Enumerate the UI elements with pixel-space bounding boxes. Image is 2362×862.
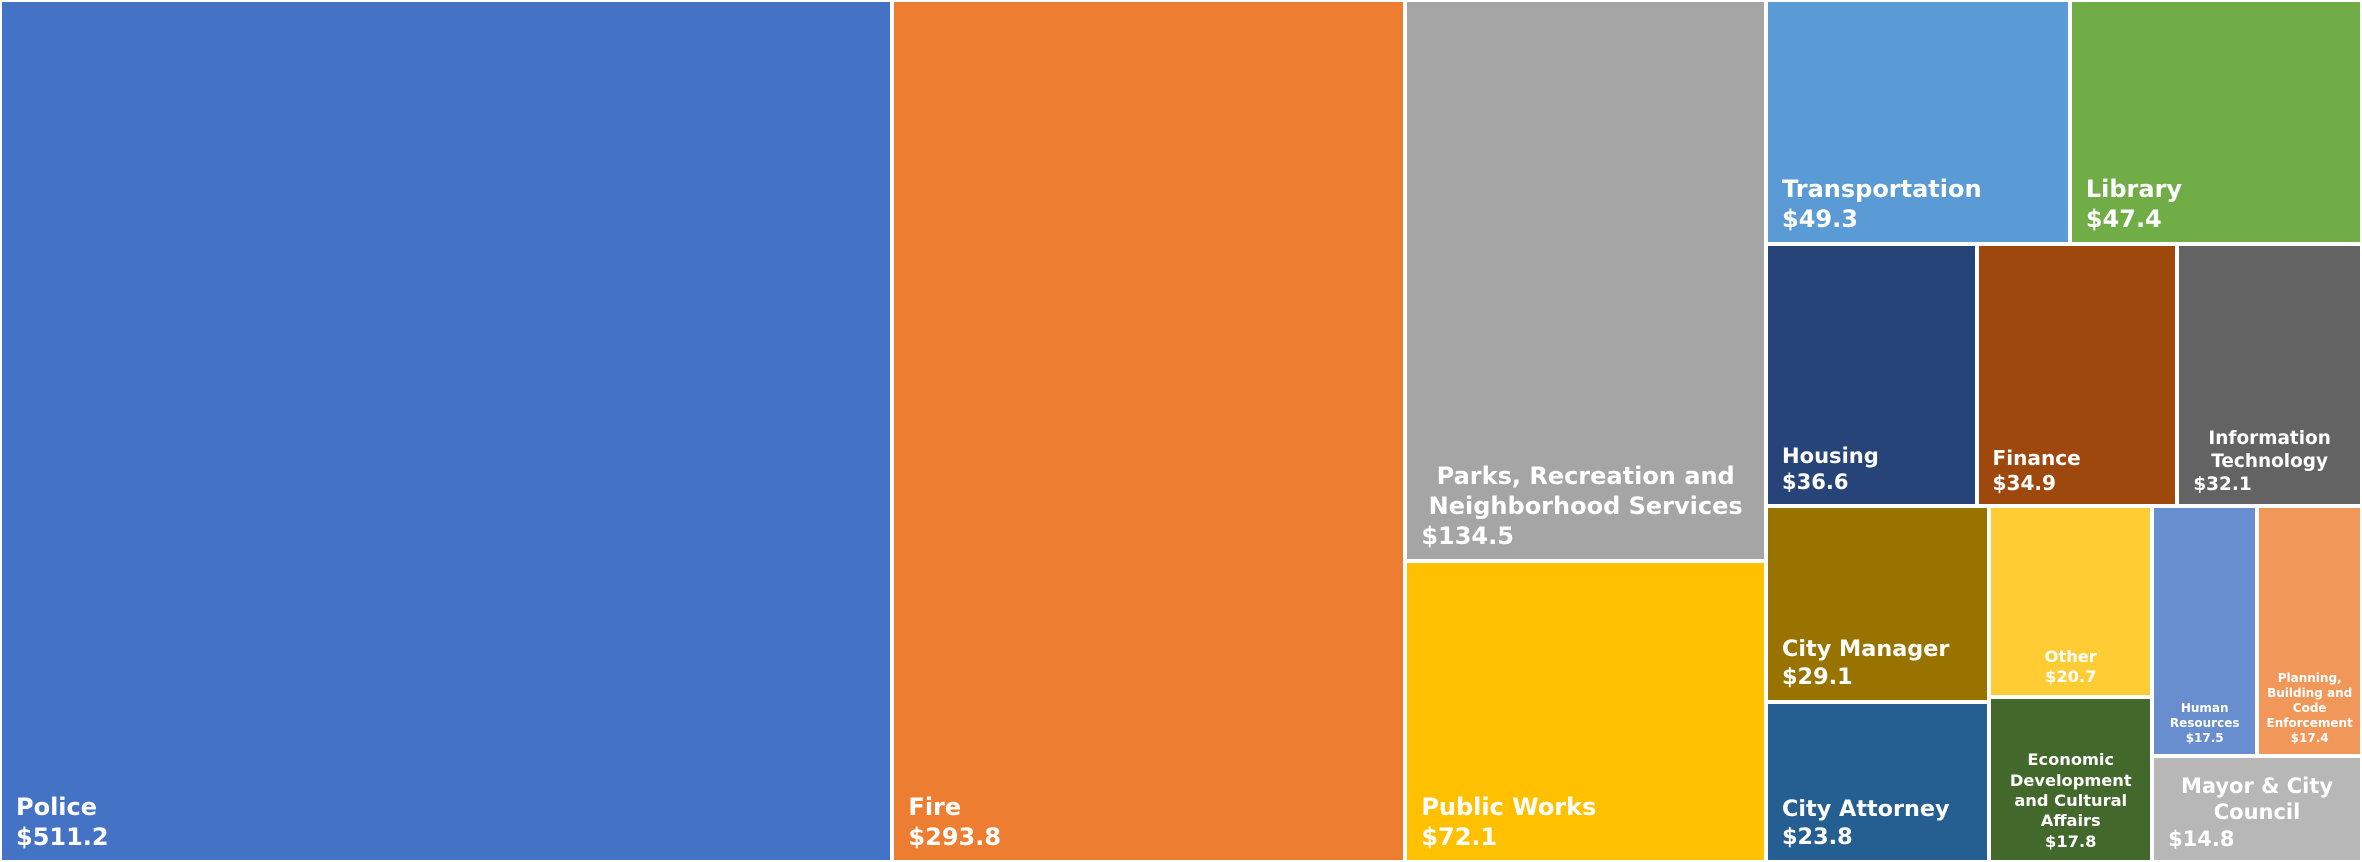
tile: City Attorney $23.8: [1766, 701, 1990, 862]
tile-value: $32.1: [2193, 473, 2252, 495]
tile-value: $511.2: [16, 823, 109, 851]
tile-label: Human Resources: [2169, 700, 2240, 730]
tile: Housing $36.6: [1766, 244, 1977, 506]
tile-label: City Manager: [1782, 635, 1950, 662]
tile: Economic Development and Cultural Affair…: [1989, 697, 2153, 862]
tile-value: $49.3: [1782, 205, 1858, 234]
tile-label: City Attorney: [1782, 796, 1950, 823]
tile-value: $47.4: [2085, 205, 2162, 234]
tile: Transportation $49.3: [1766, 0, 2070, 245]
tile-label: Finance: [1992, 445, 2081, 470]
tile-value: $17.8: [2045, 831, 2097, 851]
tile-value: $20.7: [2045, 666, 2097, 686]
tile-value: $72.1: [1421, 822, 1498, 851]
tile-label: Mayor & City Council: [2180, 774, 2334, 825]
tile-label: Transportation: [1782, 175, 1982, 204]
tile-value: $34.9: [1992, 470, 2057, 495]
tile-label: Parks, Recreation and Neighborhood Servi…: [1428, 462, 1743, 521]
tile-label: Economic Development and Cultural Affair…: [2009, 750, 2132, 831]
tile-label: Police: [16, 793, 98, 821]
tile: Public Works $72.1: [1405, 561, 1766, 862]
tile: Police $511.2: [0, 0, 893, 862]
tile-label: Planning, Building and Code Enforcement: [2266, 670, 2353, 730]
tile: City Manager $29.1: [1766, 505, 1990, 702]
tile-value: $17.5: [2185, 730, 2224, 745]
tile-label: Housing: [1782, 443, 1879, 469]
tile: Information Technology $32.1: [2177, 244, 2362, 506]
tile: Mayor & City Council $14.8: [2152, 755, 2362, 862]
tile: Fire $293.8: [892, 0, 1406, 862]
tile-label: Fire: [908, 793, 962, 821]
tile: Library $47.4: [2069, 0, 2362, 245]
tile-value: $17.4: [2290, 730, 2329, 745]
tile-label: Public Works: [1421, 792, 1597, 821]
tile-value: $293.8: [908, 823, 1002, 851]
tile: Finance $34.9: [1976, 244, 2178, 506]
tile: Planning, Building and Code Enforcement $…: [2257, 505, 2362, 756]
tile-label: Information Technology: [2208, 427, 2331, 472]
tile-value: $29.1: [1782, 663, 1853, 690]
tile-value: $23.8: [1782, 824, 1853, 851]
tile: Human Resources $17.5: [2152, 505, 2258, 756]
tile-label: Other: [2044, 646, 2097, 666]
tile: Other $20.7: [1989, 505, 2153, 698]
tile-value: $14.8: [2168, 826, 2235, 851]
tile: Parks, Recreation and Neighborhood Servi…: [1405, 0, 1766, 562]
tile-value: $36.6: [1782, 469, 1849, 495]
tile-value: $134.5: [1421, 522, 1514, 551]
tile-label: Library: [2085, 175, 2183, 204]
